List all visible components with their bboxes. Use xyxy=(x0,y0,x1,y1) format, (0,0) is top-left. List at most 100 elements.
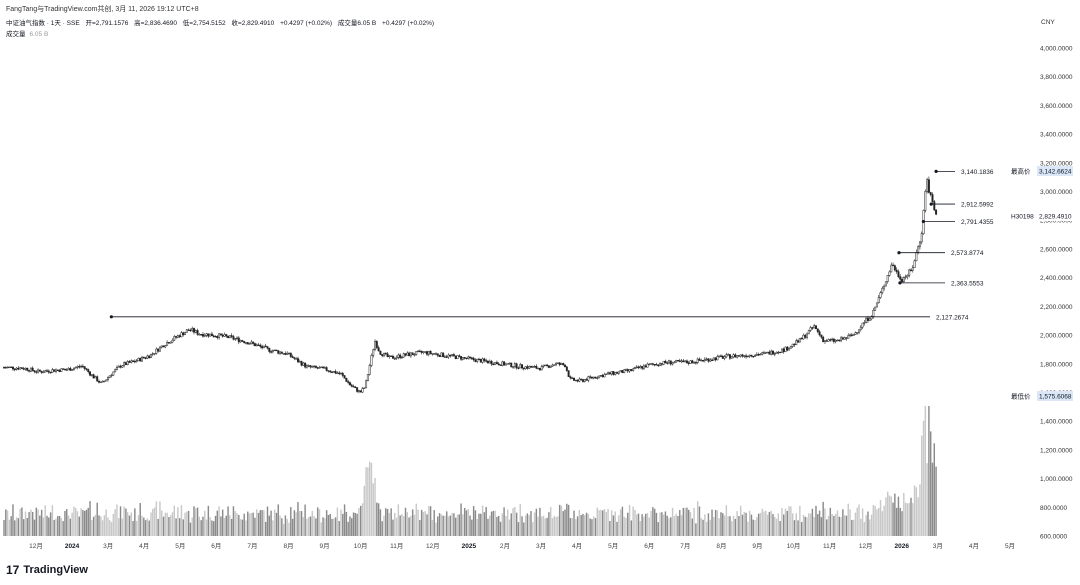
candle-body xyxy=(55,369,57,372)
volume-bar xyxy=(424,511,426,536)
volume-bar xyxy=(904,502,907,536)
candle-body xyxy=(888,271,891,276)
candle-body xyxy=(886,275,889,282)
volume-bar xyxy=(539,507,541,536)
volume-bar xyxy=(318,509,321,536)
volume-bar xyxy=(252,512,254,536)
volume-bar xyxy=(596,507,599,536)
volume-bar xyxy=(501,513,504,536)
volume-bar xyxy=(512,508,514,536)
x-tick-label: 5月 xyxy=(1005,542,1015,550)
volume-bar xyxy=(273,509,276,536)
candle-body xyxy=(37,369,40,373)
candle-body xyxy=(470,357,473,359)
volume-bar xyxy=(711,509,713,536)
volume-bar xyxy=(643,516,645,536)
candle-body xyxy=(601,375,604,378)
volume-bar xyxy=(358,507,360,536)
candle-body xyxy=(789,346,792,349)
candle-body xyxy=(465,357,468,360)
volume-bar xyxy=(152,508,154,536)
candle-body xyxy=(838,339,841,342)
candle-body xyxy=(343,375,346,379)
candle-body xyxy=(209,333,212,337)
candle-body xyxy=(596,377,599,379)
candle-body xyxy=(721,356,724,359)
volume-bar xyxy=(325,510,328,536)
candle-body xyxy=(352,386,355,388)
candle-body xyxy=(103,380,106,383)
volume-bar xyxy=(628,504,631,536)
volume-bar xyxy=(148,520,150,536)
candle-body xyxy=(114,369,117,373)
volume-bar xyxy=(302,517,305,536)
volume-bar xyxy=(105,509,107,536)
volume-bar xyxy=(834,513,837,536)
candle-body xyxy=(764,352,767,354)
level-anchor-point xyxy=(109,315,113,319)
level-label: 2,363.5553 xyxy=(951,280,984,287)
volume-bar xyxy=(689,512,692,536)
candle-body xyxy=(576,379,579,382)
symbol-label[interactable]: 中证油气指数 · 1天 · SSE xyxy=(6,20,80,27)
candle-body xyxy=(728,354,731,359)
candle-body xyxy=(639,366,642,369)
volume-bar xyxy=(548,512,550,536)
level-anchor-point xyxy=(897,251,901,255)
candle-body xyxy=(902,277,905,282)
candle-body xyxy=(556,362,559,364)
candle-body xyxy=(494,362,497,365)
volume-bar xyxy=(340,509,342,536)
volume-bar xyxy=(119,506,122,536)
x-tick-label: 12月 xyxy=(426,542,440,550)
candle-body xyxy=(447,354,450,358)
candle-body xyxy=(746,355,749,358)
candle-body xyxy=(15,367,18,370)
candle-body xyxy=(530,366,532,368)
candle-body xyxy=(616,372,618,374)
volume-bar xyxy=(492,510,495,536)
volume-bar xyxy=(935,466,937,536)
change-value: +0.4297 (+0.02%) xyxy=(280,20,333,27)
candle-body xyxy=(402,353,405,358)
candle-body xyxy=(228,335,231,338)
candle-body xyxy=(429,351,432,354)
volume-bar xyxy=(408,517,410,536)
volume-bar xyxy=(277,504,279,536)
candle-body xyxy=(323,367,326,369)
price-tag-value: 3,142.6624 xyxy=(1039,169,1072,176)
volume-bar xyxy=(700,518,702,536)
candle-body xyxy=(219,333,222,336)
volume-bar xyxy=(67,515,70,536)
volume-bar xyxy=(829,507,832,536)
volume-bar xyxy=(359,505,362,536)
volume-bar xyxy=(76,511,79,536)
price-tag-box xyxy=(1037,390,1073,401)
x-tick-label: 5月 xyxy=(175,542,185,550)
volume-bar xyxy=(499,521,502,536)
volume-bar xyxy=(591,519,593,536)
candle-body xyxy=(288,352,290,355)
candle-body xyxy=(296,358,299,363)
candle-body xyxy=(538,367,541,371)
candle-body xyxy=(716,356,719,361)
candle-body xyxy=(178,335,181,338)
candle-body xyxy=(512,366,515,368)
candle-body xyxy=(158,346,161,352)
candle-body xyxy=(732,354,735,358)
candle-body xyxy=(743,355,746,357)
volume-bar xyxy=(659,512,661,536)
volume-bar xyxy=(506,509,509,536)
volume-bar xyxy=(169,515,172,536)
volume-bar xyxy=(286,519,288,536)
volume-bar xyxy=(26,517,29,536)
volume-bar xyxy=(98,515,100,536)
volume-bar xyxy=(395,517,398,536)
candle-body xyxy=(390,355,393,357)
x-tick-label: 10月 xyxy=(787,542,801,550)
volume-bar xyxy=(177,507,179,536)
candle-body xyxy=(659,363,662,366)
candle-body xyxy=(705,358,708,360)
candle-body xyxy=(65,369,68,371)
